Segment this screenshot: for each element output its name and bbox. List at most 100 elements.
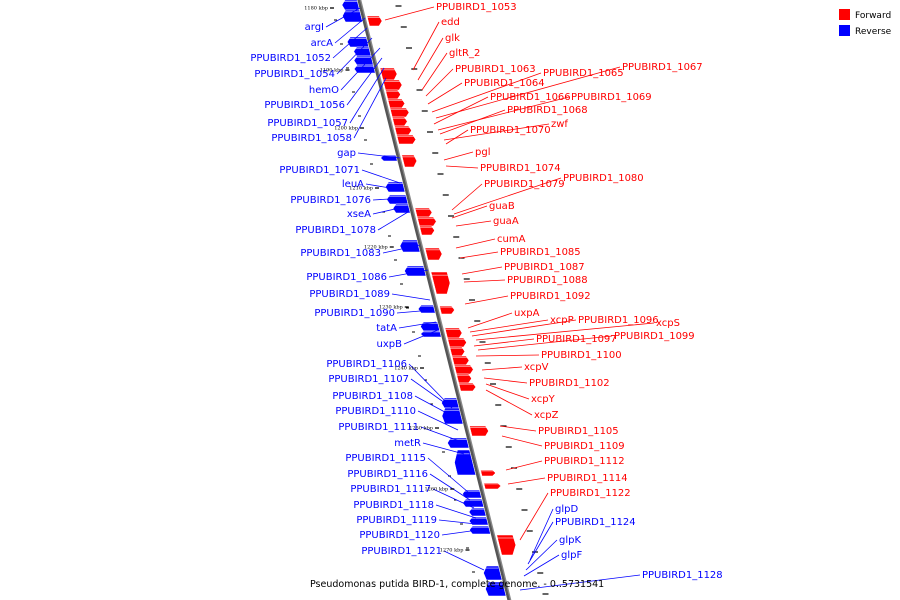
gene-label-ppubird1-1063[interactable]: PPUBIRD1_1063 bbox=[455, 64, 536, 75]
gene-label-ppubird1-1083[interactable]: PPUBIRD1_1083 bbox=[300, 248, 381, 259]
gene-label-ppubird1-1057[interactable]: PPUBIRD1_1057 bbox=[267, 118, 348, 129]
gene-label-ppubird1-1120[interactable]: PPUBIRD1_1120 bbox=[359, 530, 440, 541]
gene-label-guaa[interactable]: guaA bbox=[493, 216, 519, 227]
gene-label-uxpa[interactable]: uxpA bbox=[514, 308, 540, 319]
gene-label-ppubird1-1069[interactable]: PPUBIRD1_1069 bbox=[571, 92, 652, 103]
forward-gene-0 bbox=[366, 15, 383, 27]
gene-label-ppubird1-1124[interactable]: PPUBIRD1_1124 bbox=[555, 517, 636, 528]
gene-label-ppubird1-1122[interactable]: PPUBIRD1_1122 bbox=[550, 488, 631, 499]
kbp-tick-label: 1230 kbp bbox=[379, 305, 403, 311]
gene-label-hemo[interactable]: hemO bbox=[309, 85, 339, 96]
kbp-tick-label: 1250 kbp bbox=[409, 426, 433, 432]
gene-label-glk[interactable]: glk bbox=[445, 33, 460, 44]
gene-leader-line bbox=[439, 109, 506, 135]
gene-leader-line bbox=[463, 279, 506, 283]
gene-label-ppubird1-1086[interactable]: PPUBIRD1_1086 bbox=[306, 272, 387, 283]
gene-label-ppubird1-1079[interactable]: PPUBIRD1_1079 bbox=[484, 179, 565, 190]
gene-label-ppubird1-1119[interactable]: PPUBIRD1_1119 bbox=[356, 515, 437, 526]
gene-label-ppubird1-1097[interactable]: PPUBIRD1_1097 bbox=[536, 334, 617, 345]
gene-label-xsea[interactable]: xseA bbox=[347, 209, 371, 220]
gene-label-ppubird1-1096[interactable]: PPUBIRD1_1096 bbox=[578, 315, 659, 326]
gene-label-ppubird1-1106[interactable]: PPUBIRD1_1106 bbox=[326, 359, 407, 370]
gene-leader-line bbox=[499, 425, 537, 432]
gene-label-guab[interactable]: guaB bbox=[489, 201, 515, 212]
gene-label-pgl[interactable]: pgl bbox=[475, 147, 490, 158]
gene-label-ppubird1-1107[interactable]: PPUBIRD1_1107 bbox=[328, 374, 409, 385]
gene-label-ppubird1-1053[interactable]: PPUBIRD1_1053 bbox=[436, 2, 517, 13]
gene-label-ppubird1-1089[interactable]: PPUBIRD1_1089 bbox=[309, 289, 390, 300]
gene-label-ppubird1-1105[interactable]: PPUBIRD1_1105 bbox=[538, 426, 619, 437]
gene-label-uxpb[interactable]: uxpB bbox=[377, 339, 403, 350]
gene-leader-line bbox=[445, 129, 469, 145]
gene-label-ppubird1-1110[interactable]: PPUBIRD1_1110 bbox=[335, 406, 416, 417]
forward-gene-8 bbox=[396, 134, 417, 145]
gene-label-gltr-2[interactable]: gltR_2 bbox=[449, 48, 480, 59]
gene-label-ppubird1-1056[interactable]: PPUBIRD1_1056 bbox=[264, 100, 345, 111]
gene-label-ppubird1-1118[interactable]: PPUBIRD1_1118 bbox=[353, 500, 434, 511]
gene-label-ppubird1-1109[interactable]: PPUBIRD1_1109 bbox=[544, 441, 625, 452]
gene-label-tata[interactable]: tatA bbox=[376, 323, 397, 334]
gene-label-glpd[interactable]: glpD bbox=[555, 504, 578, 515]
gene-label-argi[interactable]: argI bbox=[305, 22, 324, 33]
gene-label-ppubird1-1100[interactable]: PPUBIRD1_1100 bbox=[541, 350, 622, 361]
gene-label-glpk[interactable]: glpK bbox=[559, 535, 581, 546]
gene-label-ppubird1-1058[interactable]: PPUBIRD1_1058 bbox=[271, 133, 352, 144]
gene-leader-line bbox=[483, 377, 528, 384]
gene-label-ppubird1-1092[interactable]: PPUBIRD1_1092 bbox=[510, 291, 591, 302]
gene-label-ppubird1-1071[interactable]: PPUBIRD1_1071 bbox=[279, 165, 360, 176]
gene-leader-line bbox=[467, 312, 513, 329]
gene-label-ppubird1-1111[interactable]: PPUBIRD1_1111 bbox=[338, 422, 419, 433]
gene-label-ppubird1-1121[interactable]: PPUBIRD1_1121 bbox=[361, 546, 442, 557]
gene-label-xcpy[interactable]: xcpY bbox=[531, 394, 556, 405]
kbp-tick-label: 1240 kbp bbox=[394, 366, 418, 372]
gene-label-ppubird1-1085[interactable]: PPUBIRD1_1085 bbox=[500, 247, 581, 258]
gene-leader-line bbox=[475, 354, 540, 357]
gene-label-leua[interactable]: leuA bbox=[342, 179, 364, 190]
gene-label-xcps[interactable]: xcpS bbox=[656, 318, 680, 329]
gene-label-ppubird1-1080[interactable]: PPUBIRD1_1080 bbox=[563, 173, 644, 184]
gene-label-ppubird1-1114[interactable]: PPUBIRD1_1114 bbox=[547, 473, 628, 484]
gene-label-metr[interactable]: metR bbox=[394, 438, 421, 449]
gene-label-ppubird1-1067[interactable]: PPUBIRD1_1067 bbox=[622, 62, 703, 73]
gene-label-ppubird1-1112[interactable]: PPUBIRD1_1112 bbox=[544, 456, 625, 467]
gene-label-ppubird1-1108[interactable]: PPUBIRD1_1108 bbox=[332, 391, 413, 402]
gene-label-ppubird1-1068[interactable]: PPUBIRD1_1068 bbox=[507, 105, 588, 116]
gene-label-ppubird1-1115[interactable]: PPUBIRD1_1115 bbox=[345, 453, 426, 464]
gene-label-gap[interactable]: gap bbox=[337, 148, 356, 159]
gene-leader-line bbox=[451, 205, 488, 219]
gene-label-ppubird1-1087[interactable]: PPUBIRD1_1087 bbox=[504, 262, 585, 273]
gene-label-ppubird1-1064[interactable]: PPUBIRD1_1064 bbox=[464, 78, 545, 89]
gene-label-ppubird1-1116[interactable]: PPUBIRD1_1116 bbox=[347, 469, 428, 480]
gene-label-ppubird1-1078[interactable]: PPUBIRD1_1078 bbox=[295, 225, 376, 236]
gene-label-ppubird1-1099[interactable]: PPUBIRD1_1099 bbox=[614, 331, 695, 342]
gene-label-ppubird1-1117[interactable]: PPUBIRD1_1117 bbox=[350, 484, 431, 495]
gene-label-xcpv[interactable]: xcpV bbox=[524, 362, 549, 373]
gene-label-ppubird1-1074[interactable]: PPUBIRD1_1074 bbox=[480, 163, 561, 174]
gene-label-ppubird1-1054[interactable]: PPUBIRD1_1054 bbox=[254, 69, 335, 80]
forward-gene-18 bbox=[449, 346, 466, 357]
gene-leader-line bbox=[429, 473, 471, 501]
gene-label-xcpp[interactable]: xcpP bbox=[550, 315, 574, 326]
gene-leader-line bbox=[372, 197, 407, 201]
gene-label-zwf[interactable]: zwf bbox=[551, 119, 568, 130]
gene-leader-line bbox=[525, 539, 558, 571]
gene-label-edd[interactable]: edd bbox=[441, 17, 460, 28]
gene-label-xcpz[interactable]: xcpZ bbox=[534, 410, 559, 421]
gene-label-arca[interactable]: arcA bbox=[311, 38, 334, 49]
gene-label-ppubird1-1065[interactable]: PPUBIRD1_1065 bbox=[543, 68, 624, 79]
gene-label-ppubird1-1066[interactable]: PPUBIRD1_1066 bbox=[490, 92, 571, 103]
gene-label-cuma[interactable]: cumA bbox=[497, 234, 526, 245]
gene-label-ppubird1-1052[interactable]: PPUBIRD1_1052 bbox=[250, 53, 331, 64]
gene-leader-line bbox=[445, 165, 479, 169]
gene-leader-line bbox=[408, 363, 447, 403]
gene-label-ppubird1-1070[interactable]: PPUBIRD1_1070 bbox=[470, 125, 551, 136]
forward-gene-26 bbox=[496, 534, 517, 556]
forward-gene-4 bbox=[387, 98, 406, 109]
gene-label-ppubird1-1088[interactable]: PPUBIRD1_1088 bbox=[507, 275, 588, 286]
gene-label-ppubird1-1076[interactable]: PPUBIRD1_1076 bbox=[290, 195, 371, 206]
gene-label-ppubird1-1128[interactable]: PPUBIRD1_1128 bbox=[642, 570, 723, 581]
gene-label-glpf[interactable]: glpF bbox=[561, 550, 582, 561]
gene-label-ppubird1-1090[interactable]: PPUBIRD1_1090 bbox=[314, 308, 395, 319]
forward-gene-7 bbox=[394, 125, 412, 136]
gene-label-ppubird1-1102[interactable]: PPUBIRD1_1102 bbox=[529, 378, 610, 389]
